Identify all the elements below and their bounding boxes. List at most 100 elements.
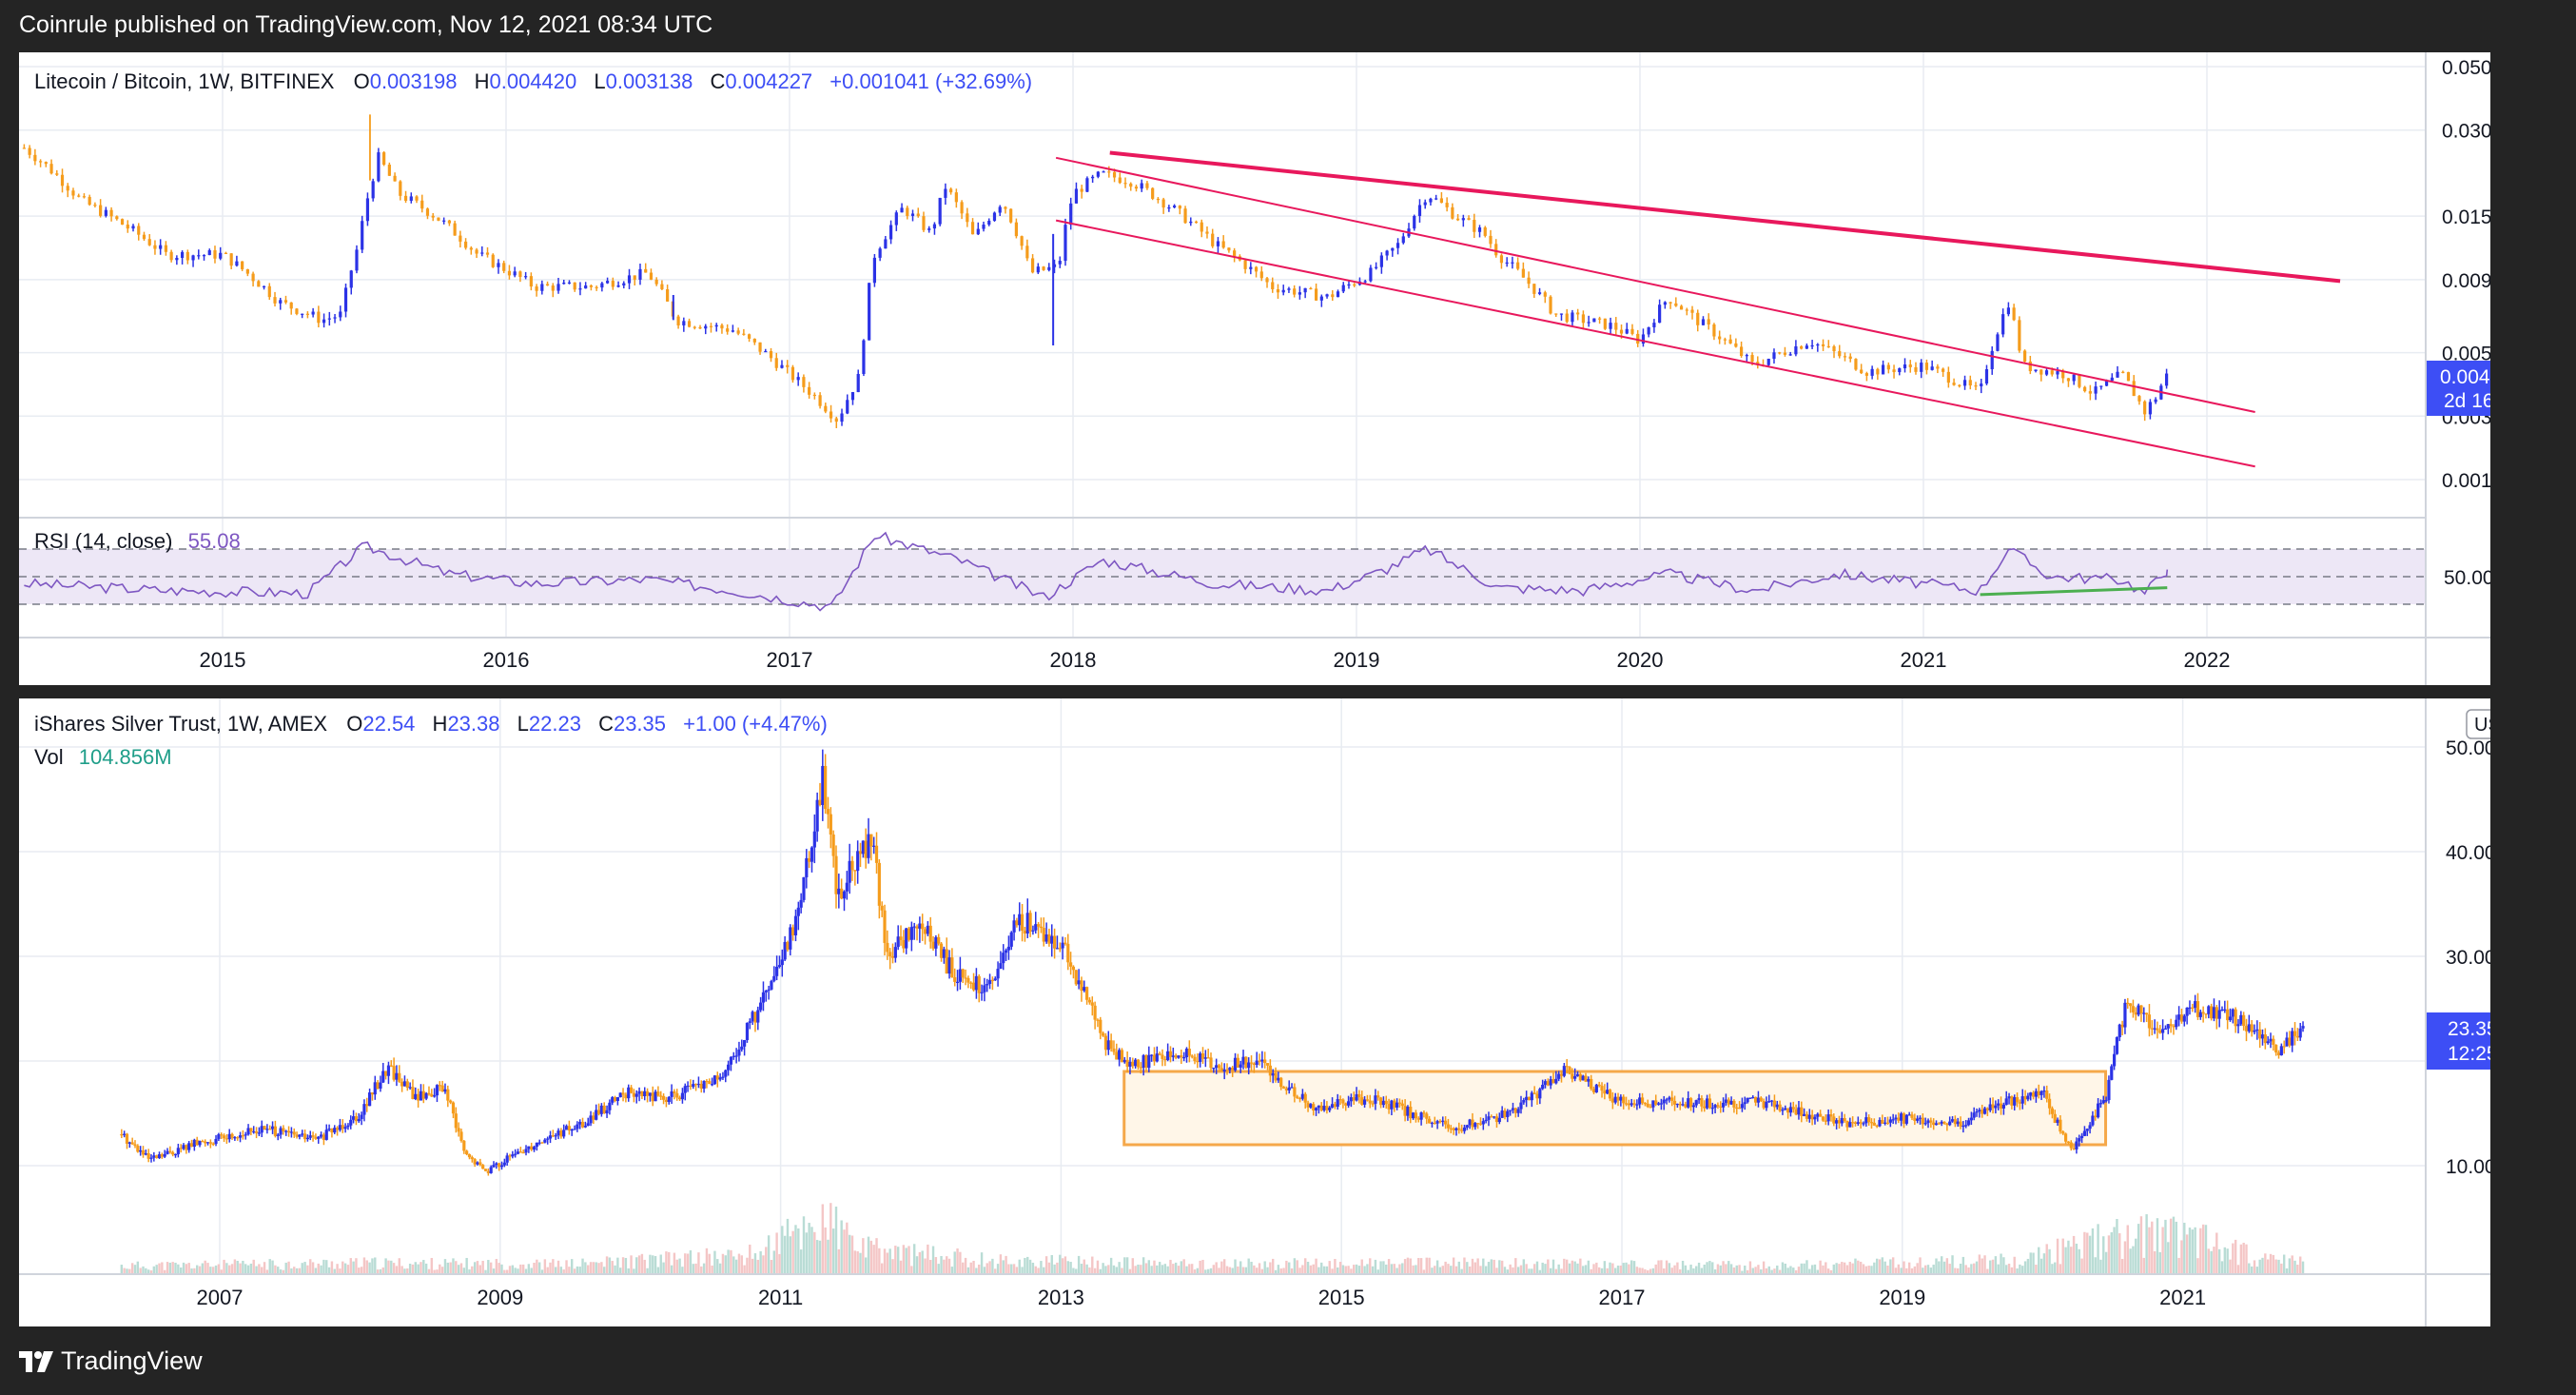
- volume-bar: [883, 1248, 887, 1274]
- candle: [289, 302, 293, 309]
- volume-bar: [2010, 1267, 2014, 1274]
- slv-time-axis[interactable]: 2007 2009 2011 2013 2015 2017 2019 2021: [197, 1286, 2207, 1309]
- candle: [1177, 1055, 1181, 1058]
- volume-bar: [1816, 1269, 1819, 1274]
- volume-bar: [2051, 1264, 2054, 1274]
- candle: [273, 297, 277, 304]
- candle: [2121, 371, 2125, 373]
- volume-bar: [1309, 1265, 1313, 1274]
- volume-bar: [831, 1228, 835, 1274]
- candle: [1821, 344, 1825, 346]
- candle: [1984, 369, 1989, 384]
- candle: [2053, 1113, 2057, 1124]
- candle: [1249, 1062, 1254, 1064]
- volume-bar: [1177, 1266, 1181, 1274]
- candle: [1309, 1104, 1313, 1108]
- candle: [204, 1141, 207, 1144]
- volume-bar: [1366, 1264, 1369, 1274]
- candle: [1728, 339, 1732, 344]
- candle: [1835, 1120, 1839, 1124]
- candle: [1958, 384, 1961, 386]
- candle: [2194, 1001, 2197, 1009]
- candle: [335, 1128, 340, 1130]
- volume-bar: [1568, 1263, 1571, 1274]
- volume-bar: [1328, 1261, 1331, 1274]
- candle: [1409, 1107, 1413, 1119]
- volume-bar: [902, 1245, 906, 1274]
- volume-bar: [1878, 1259, 1882, 1274]
- candle: [1034, 924, 1038, 931]
- ltcbtc-open: 0.003198: [370, 69, 458, 93]
- candle: [467, 1154, 472, 1158]
- time-tick-label: 2020: [1617, 648, 1664, 672]
- volume-bar: [2064, 1247, 2067, 1274]
- volume-bar: [700, 1266, 703, 1274]
- candle: [780, 959, 784, 966]
- volume-bar: [1571, 1260, 1574, 1274]
- candle: [743, 1040, 747, 1047]
- slv-chart-panel[interactable]: 50.00 40.00 30.00 10.00 2007 2009 2011 2013 201…: [19, 698, 2490, 1326]
- candle: [890, 956, 895, 958]
- candle: [1500, 1110, 1504, 1118]
- candle: [1832, 345, 1836, 352]
- ltcbtc-time-axis[interactable]: 2015 2016 2017 2018 2019 2020 2021 2022: [200, 648, 2231, 672]
- volume-bar: [2272, 1254, 2275, 1274]
- candle: [712, 1075, 717, 1085]
- candle: [912, 926, 916, 928]
- candle: [1333, 1104, 1337, 1108]
- candle: [1369, 267, 1373, 282]
- volume-bar: [1668, 1263, 1671, 1274]
- candle: [761, 992, 766, 1003]
- volume-bar: [1473, 1262, 1476, 1274]
- candle: [2078, 1138, 2081, 1142]
- volume-bar: [1687, 1269, 1689, 1274]
- volume-bar: [1630, 1260, 1633, 1274]
- volume-bar: [678, 1258, 681, 1274]
- candle: [786, 941, 790, 950]
- candle: [896, 936, 900, 948]
- candle: [888, 225, 893, 240]
- candle: [1091, 176, 1095, 179]
- candle: [1819, 1113, 1823, 1117]
- volume-bar: [265, 1269, 269, 1274]
- candle: [564, 1126, 569, 1130]
- candle: [1355, 1093, 1358, 1101]
- volume-bar: [640, 1253, 644, 1274]
- candle: [1767, 1101, 1771, 1103]
- ltcbtc-drawn-lines[interactable]: [1055, 150, 2341, 468]
- volume-bar: [2151, 1221, 2154, 1274]
- candle: [1397, 1102, 1402, 1104]
- volume-bar: [430, 1257, 434, 1274]
- volume-bar: [1538, 1269, 1542, 1274]
- candle: [644, 268, 648, 273]
- volume-bar: [983, 1267, 986, 1274]
- volume-bar: [214, 1265, 218, 1274]
- volume-bar: [1531, 1268, 1533, 1274]
- candle: [1387, 1104, 1391, 1110]
- volume-bar: [1468, 1266, 1472, 1274]
- volume-bar: [1053, 1264, 1056, 1274]
- ltcbtc-chart-panel[interactable]: 0.0500000.0300000.0150000.0090000.005000…: [19, 52, 2490, 685]
- candle: [2047, 1098, 2052, 1109]
- slv-range-box[interactable]: [1122, 1070, 2108, 1147]
- candle: [354, 1116, 359, 1122]
- rsi-support-line: [1980, 586, 2168, 597]
- candle: [1662, 1099, 1666, 1104]
- volume-bar: [991, 1258, 994, 1274]
- candle: [1649, 1107, 1652, 1109]
- volume-bar: [290, 1267, 293, 1274]
- ltcbtc-price-axis[interactable]: 0.0500000.0300000.0150000.0090000.005000…: [2442, 57, 2490, 589]
- candle: [1775, 1104, 1779, 1108]
- volume-bar: [1916, 1263, 1919, 1274]
- ltcbtc-chart-svg[interactable]: 0.0500000.0300000.0150000.0090000.005000…: [19, 52, 2490, 685]
- currency-badge[interactable]: [2466, 709, 2490, 739]
- volume-bar: [1859, 1261, 1863, 1274]
- volume-bar: [1746, 1269, 1749, 1274]
- candle: [529, 276, 533, 287]
- candle: [1670, 1097, 1674, 1101]
- candle: [2061, 371, 2065, 379]
- volume-bar: [713, 1250, 716, 1274]
- candle: [2069, 1142, 2073, 1149]
